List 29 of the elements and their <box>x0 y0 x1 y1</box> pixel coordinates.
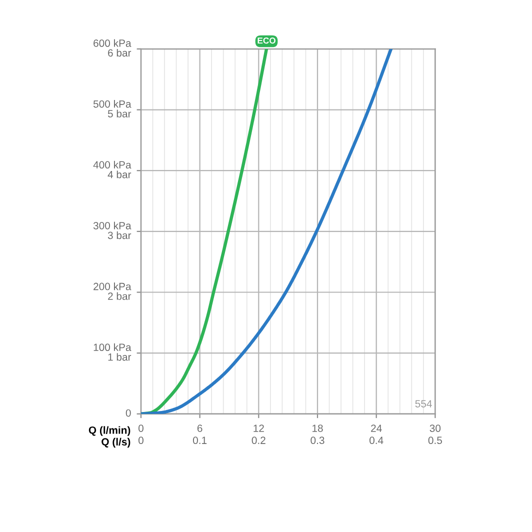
x2-tick-label: 0 <box>138 436 144 444</box>
x2-tick-label: 0.2 <box>252 436 266 444</box>
annotation: 554 <box>415 400 432 408</box>
y-tick-label: 0 <box>126 409 131 417</box>
y2-tick-label: 3 bar <box>108 231 132 240</box>
x-tick-label: 24 <box>371 424 382 432</box>
y-tick-label: 500 kPa <box>93 100 132 108</box>
x-tick-label: 6 <box>197 424 202 432</box>
y-tick-label: 200 kPa <box>94 282 132 290</box>
y2-tick-label: 2 bar <box>108 292 132 300</box>
series-label: ECO <box>258 38 276 44</box>
x-axis-title: Q (l/min) <box>88 426 130 436</box>
x-tick-label: 18 <box>312 424 323 432</box>
y-tick-label: 300 kPa <box>93 222 132 230</box>
x-tick-label: 30 <box>430 424 441 432</box>
x2-tick-label: 0.4 <box>370 436 384 444</box>
x2-axis-title: Q (l/s) <box>102 438 130 448</box>
x-tick-label: 0 <box>138 424 144 432</box>
x-tick-label: 12 <box>254 424 264 432</box>
y-tick-label: 600 kPa <box>94 39 132 47</box>
x2-tick-label: 0.5 <box>428 436 442 444</box>
y-tick-label: 100 kPa <box>94 343 132 352</box>
y2-tick-label: 5 bar <box>108 110 132 118</box>
y-tick-label: 400 kPa <box>93 160 132 169</box>
y2-tick-label: 1 bar <box>108 353 132 361</box>
y2-tick-label: 6 bar <box>108 48 132 57</box>
x2-tick-label: 0.1 <box>192 436 207 444</box>
x2-tick-label: 0.3 <box>310 436 324 444</box>
y2-tick-label: 4 bar <box>108 170 132 178</box>
